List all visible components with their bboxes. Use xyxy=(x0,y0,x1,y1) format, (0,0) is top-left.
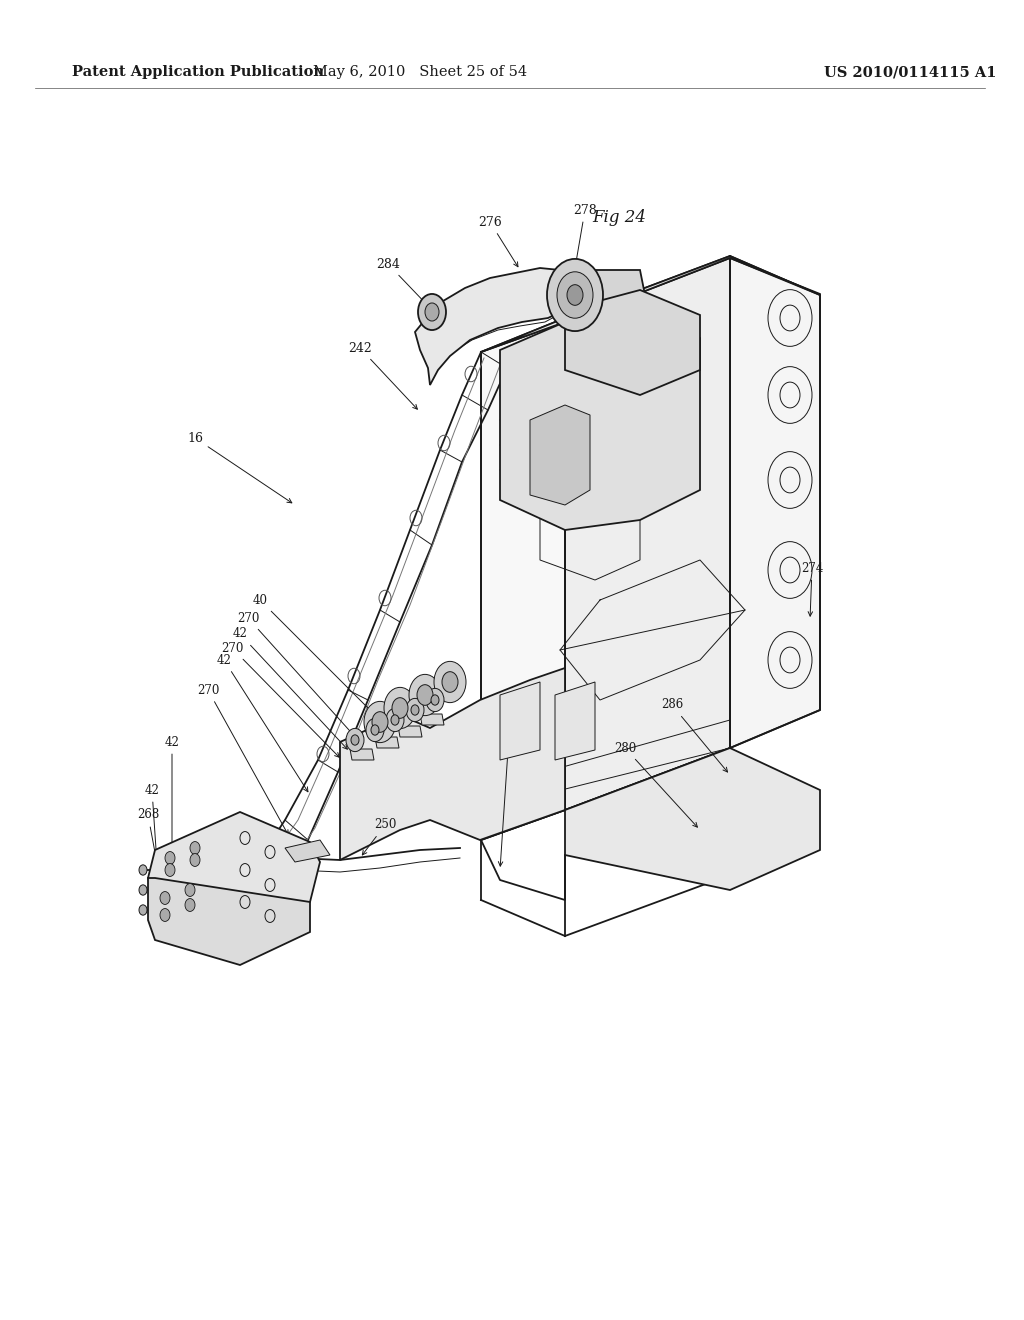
Circle shape xyxy=(425,304,439,321)
Text: 270: 270 xyxy=(237,611,355,737)
Polygon shape xyxy=(565,290,700,395)
Circle shape xyxy=(160,891,170,904)
Polygon shape xyxy=(148,878,310,965)
Circle shape xyxy=(351,735,359,746)
Polygon shape xyxy=(415,268,578,385)
Text: 268: 268 xyxy=(137,808,163,886)
Circle shape xyxy=(391,715,399,725)
Circle shape xyxy=(346,729,364,751)
Polygon shape xyxy=(565,748,820,890)
Polygon shape xyxy=(285,840,330,862)
Text: 250: 250 xyxy=(362,818,396,855)
Circle shape xyxy=(139,904,147,915)
Polygon shape xyxy=(350,748,374,760)
Text: 42: 42 xyxy=(216,653,308,792)
Polygon shape xyxy=(340,668,565,861)
Text: 280: 280 xyxy=(613,742,697,828)
Text: 42: 42 xyxy=(165,735,179,882)
Text: May 6, 2010   Sheet 25 of 54: May 6, 2010 Sheet 25 of 54 xyxy=(313,65,527,79)
Polygon shape xyxy=(555,682,595,760)
Circle shape xyxy=(547,259,603,331)
Text: 42: 42 xyxy=(144,784,162,904)
Polygon shape xyxy=(481,256,820,352)
Circle shape xyxy=(190,842,200,854)
Polygon shape xyxy=(565,257,730,810)
Circle shape xyxy=(185,899,195,911)
Text: 42: 42 xyxy=(232,627,347,750)
Text: 286: 286 xyxy=(660,698,727,772)
Polygon shape xyxy=(375,737,399,748)
Circle shape xyxy=(411,705,419,715)
Text: 270: 270 xyxy=(221,642,339,758)
Circle shape xyxy=(139,865,147,875)
Circle shape xyxy=(434,661,466,702)
Circle shape xyxy=(567,285,583,305)
Text: 240: 240 xyxy=(301,842,324,869)
Circle shape xyxy=(372,711,388,733)
Circle shape xyxy=(409,675,441,715)
Circle shape xyxy=(417,685,433,705)
Circle shape xyxy=(185,883,195,896)
Circle shape xyxy=(557,272,593,318)
Text: 16: 16 xyxy=(187,432,292,503)
Text: Fig 24: Fig 24 xyxy=(593,210,646,226)
Text: Patent Application Publication: Patent Application Publication xyxy=(72,65,324,79)
Text: 270: 270 xyxy=(197,684,288,834)
Text: 284: 284 xyxy=(376,257,429,308)
Circle shape xyxy=(431,694,439,705)
Polygon shape xyxy=(481,322,565,840)
Circle shape xyxy=(386,709,404,731)
Polygon shape xyxy=(500,310,700,531)
Circle shape xyxy=(406,698,424,722)
Polygon shape xyxy=(500,682,540,760)
Polygon shape xyxy=(530,405,590,506)
Circle shape xyxy=(384,688,416,729)
Text: 242: 242 xyxy=(348,342,418,409)
Circle shape xyxy=(371,725,379,735)
Circle shape xyxy=(190,854,200,866)
Circle shape xyxy=(442,672,458,692)
Circle shape xyxy=(165,863,175,876)
Circle shape xyxy=(426,689,444,711)
Polygon shape xyxy=(148,812,319,939)
Polygon shape xyxy=(420,714,444,725)
Text: 276: 276 xyxy=(478,215,518,267)
Circle shape xyxy=(139,884,147,895)
Circle shape xyxy=(160,908,170,921)
Circle shape xyxy=(366,718,384,742)
Text: US 2010/0114115 A1: US 2010/0114115 A1 xyxy=(823,65,996,79)
Text: 274: 274 xyxy=(801,561,823,616)
Circle shape xyxy=(364,701,396,743)
Text: 38: 38 xyxy=(211,842,225,956)
Text: 282: 282 xyxy=(499,714,521,866)
Polygon shape xyxy=(730,257,820,748)
Text: 40: 40 xyxy=(253,594,377,717)
Circle shape xyxy=(165,851,175,865)
Circle shape xyxy=(392,698,408,718)
Circle shape xyxy=(418,294,446,330)
Text: 278: 278 xyxy=(573,203,597,264)
Polygon shape xyxy=(398,726,422,737)
Polygon shape xyxy=(575,271,645,319)
